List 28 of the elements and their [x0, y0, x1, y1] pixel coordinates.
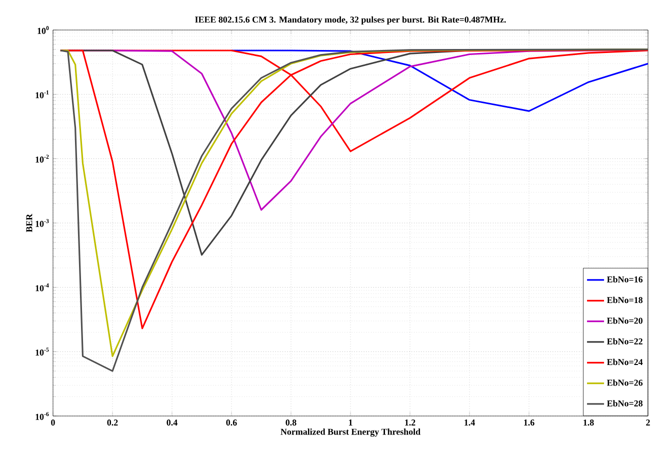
legend-label: EbNo=18 [606, 296, 643, 304]
x-tick-label: 0.6 [226, 420, 237, 426]
legend-label: EbNo=26 [606, 379, 643, 386]
x-tick-label: 1.2 [405, 420, 416, 426]
x-tick-label: 1.4 [464, 420, 475, 426]
x-tick-label: 1.6 [524, 420, 534, 426]
x-tick-label: 0.8 [286, 420, 296, 426]
y-tick-label: 10$^{-4}$ [36, 283, 49, 292]
legend-label: EbNo=24 [606, 358, 643, 366]
y-tick-label: 10$^{-3}$ [36, 219, 49, 227]
y-tick-label: 10$^{-2}$ [36, 154, 49, 163]
chart-title: IEEE 802.15.6 CM 3. Mandatory mode, 32 pulses per burst. Bit Rate=0.487MHz. [195, 16, 506, 24]
legend-label: EbNo=20 [606, 317, 642, 324]
x-tick-label: 1 [348, 420, 352, 426]
y-tick-label: 10$^{-6}$ [36, 412, 49, 420]
x-tick-label: 2 [646, 420, 650, 426]
x-axis-title: Normalized Burst Energy Threshold [280, 428, 420, 437]
x-tick-label: 0 [51, 420, 55, 426]
y-tick-label: 10$^{-5}$ [36, 348, 49, 356]
y-tick-label: 10$^{-1}$ [36, 90, 49, 98]
y-tick-label: 10$^{0}$ [38, 26, 49, 34]
x-tick-label: 1.8 [584, 420, 594, 426]
x-tick-label: 0.2 [107, 420, 118, 426]
legend-label: EbNo=22 [606, 338, 642, 344]
legend-label: EbNo=16 [606, 276, 643, 282]
x-tick-label: 0.4 [166, 420, 178, 426]
y-axis-title: BER [26, 214, 32, 232]
legend-label: EbNo=28 [606, 400, 643, 406]
